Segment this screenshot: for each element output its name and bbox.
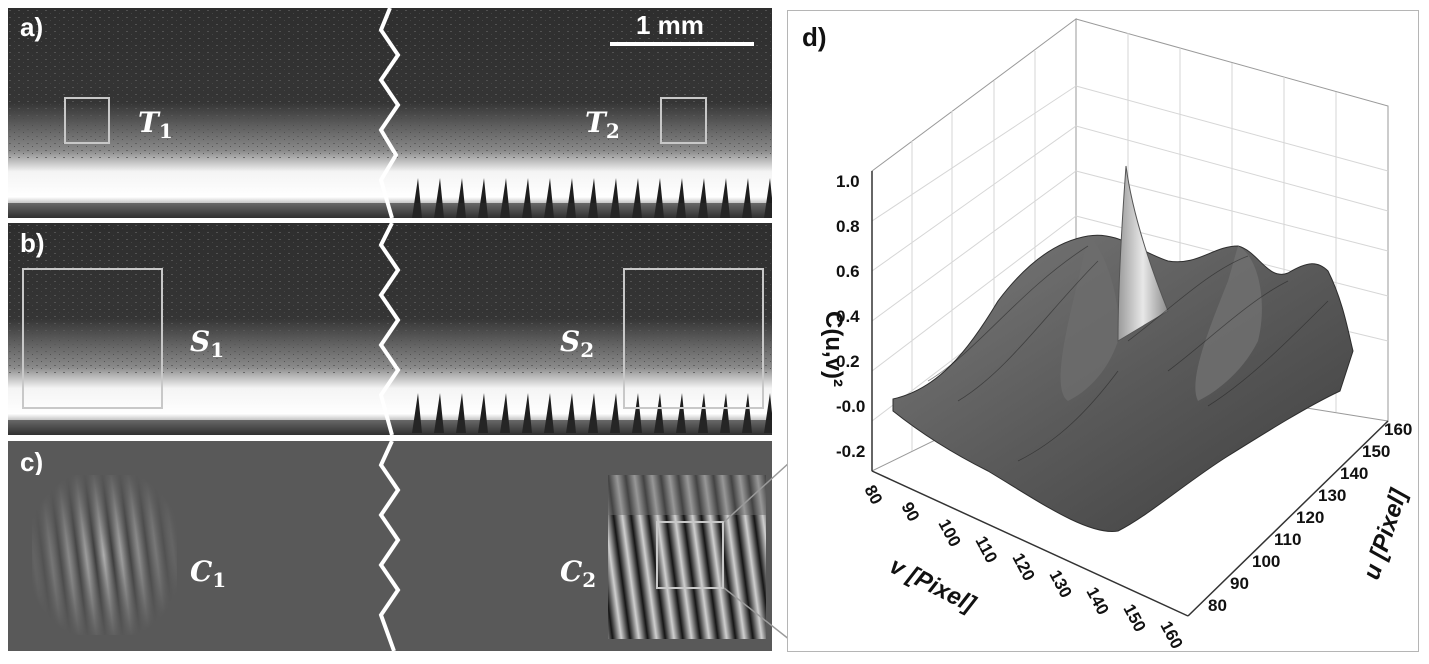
v-tick-label: 150 <box>1119 601 1149 635</box>
region-t2-box <box>660 97 707 144</box>
u-axis-label: u [Pixel] <box>1358 485 1413 583</box>
symbol-s2: S2 <box>560 325 595 362</box>
u-tick-label: 130 <box>1318 486 1346 505</box>
u-tick-label: 120 <box>1296 508 1324 527</box>
scale-bar <box>610 42 754 46</box>
panel-a-label: a) <box>20 12 44 42</box>
v-tick-label: 90 <box>897 499 923 525</box>
scale-bar-label: 1 mm <box>636 10 704 40</box>
z-axis-ticks: 1.0 0.8 0.6 0.4 0.2 -0.0 -0.2 <box>836 172 865 461</box>
u-tick-label: 90 <box>1230 574 1249 593</box>
panel-d-frame: 1.0 0.8 0.6 0.4 0.2 -0.0 -0.2 80 90 100 110 120 130… <box>787 10 1419 652</box>
surface-contours <box>927 245 1329 462</box>
correlation-peak <box>1117 165 1169 342</box>
z-tick-label: 1.0 <box>836 172 860 191</box>
u-tick-label: 100 <box>1252 552 1280 571</box>
region-s1-box <box>22 268 163 409</box>
z-tick-label: -0.0 <box>836 397 865 416</box>
v-tick-label: 110 <box>971 533 1001 566</box>
symbol-t2: T2 <box>585 106 620 143</box>
panel-b-image <box>8 223 772 435</box>
symbol-c1: C1 <box>190 555 227 592</box>
panel-d-label: d) <box>802 22 827 52</box>
v-tick-label: 120 <box>1008 550 1038 584</box>
z-tick-label: 0.2 <box>836 352 860 371</box>
z-tick-label: 0.8 <box>836 217 860 236</box>
symbol-t1: T1 <box>138 106 173 143</box>
z-tick-label: 0.4 <box>836 307 860 326</box>
correlation-c1-image <box>32 475 177 635</box>
z-tick-label: -0.2 <box>836 442 865 461</box>
u-tick-label: 140 <box>1340 464 1368 483</box>
panel-b-micrograph <box>8 223 772 435</box>
z-tick-label: 0.6 <box>836 262 860 281</box>
z-axis-label: C(u,v)² <box>820 311 847 387</box>
zoom-connector <box>723 461 791 641</box>
panel-c-label: c) <box>20 447 44 477</box>
u-tick-label: 160 <box>1384 420 1412 439</box>
break-line <box>378 7 401 652</box>
region-s2-box <box>623 268 764 409</box>
u-tick-label: 80 <box>1208 596 1227 615</box>
symbol-c2: C2 <box>560 555 597 592</box>
correlation-c2-image <box>608 475 766 639</box>
v-tick-label: 160 <box>1156 618 1186 652</box>
region-t1-box <box>64 97 110 144</box>
v-tick-label: 100 <box>934 516 964 550</box>
v-tick-label: 140 <box>1082 584 1112 618</box>
v-axis-label: v [Pixel] <box>885 552 980 618</box>
u-tick-label: 110 <box>1274 530 1301 549</box>
symbol-s1: S1 <box>190 325 225 362</box>
v-tick-label: 80 <box>860 482 886 508</box>
v-tick-label: 130 <box>1045 567 1075 601</box>
u-tick-label: 150 <box>1362 442 1390 461</box>
panel-b-label: b) <box>20 228 45 258</box>
region-c2-zoom-box <box>656 521 724 589</box>
